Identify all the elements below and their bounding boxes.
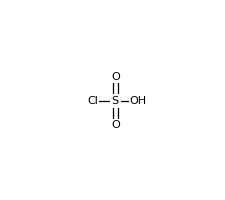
Text: O: O	[111, 72, 120, 82]
Text: OH: OH	[129, 96, 146, 106]
Text: S: S	[112, 96, 119, 106]
Text: Cl: Cl	[88, 96, 98, 106]
Text: O: O	[111, 120, 120, 130]
